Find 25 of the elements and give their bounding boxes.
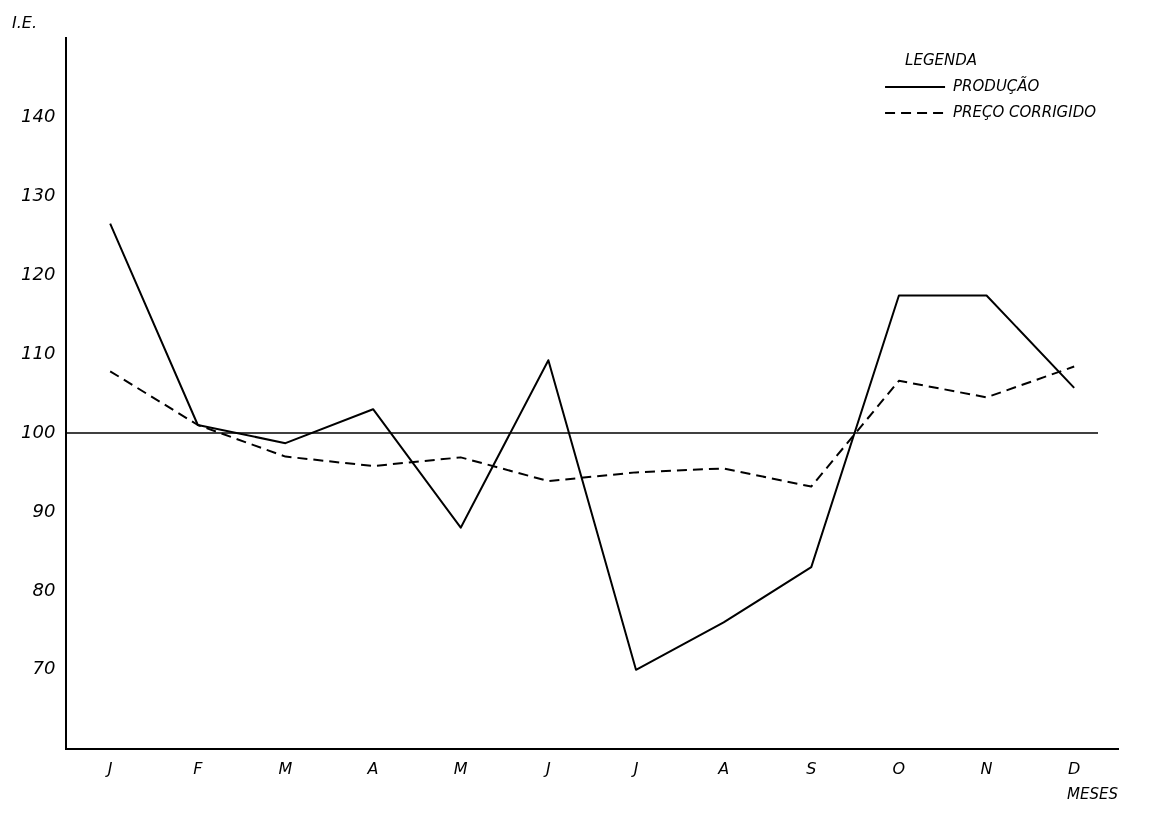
x-tick-label: J	[104, 758, 113, 778]
x-tick-label: M	[278, 758, 293, 778]
x-tick-label: O	[892, 758, 906, 778]
x-tick-label: D	[1068, 758, 1081, 778]
y-tick-label: 80	[32, 578, 56, 600]
x-tick-label: A	[366, 758, 379, 778]
y-tick-label: 90	[32, 499, 56, 521]
y-tick-label: 110	[21, 341, 56, 363]
x-tick-label: F	[193, 758, 204, 778]
x-tick-label: S	[806, 758, 817, 778]
y-axis-title: I.E.	[12, 13, 37, 33]
legend-label: PRODUÇÃO	[953, 75, 1040, 95]
x-tick-label: J	[543, 758, 551, 778]
y-tick-label: 70	[32, 657, 56, 679]
y-tick-label: 100	[21, 420, 56, 442]
x-tick-label: N	[980, 758, 993, 778]
y-tick-label: 130	[21, 183, 56, 205]
x-tick-label: M	[453, 758, 468, 778]
y-tick-label: 140	[21, 104, 56, 126]
x-axis-title: MESES	[1067, 784, 1119, 803]
x-tick-label: A	[717, 758, 730, 778]
x-tick-label: J	[630, 758, 639, 778]
legend-label: PREÇO CORRIGIDO	[953, 102, 1097, 121]
legend-title: LEGENDA	[905, 50, 978, 69]
y-tick-label: 120	[21, 262, 56, 284]
